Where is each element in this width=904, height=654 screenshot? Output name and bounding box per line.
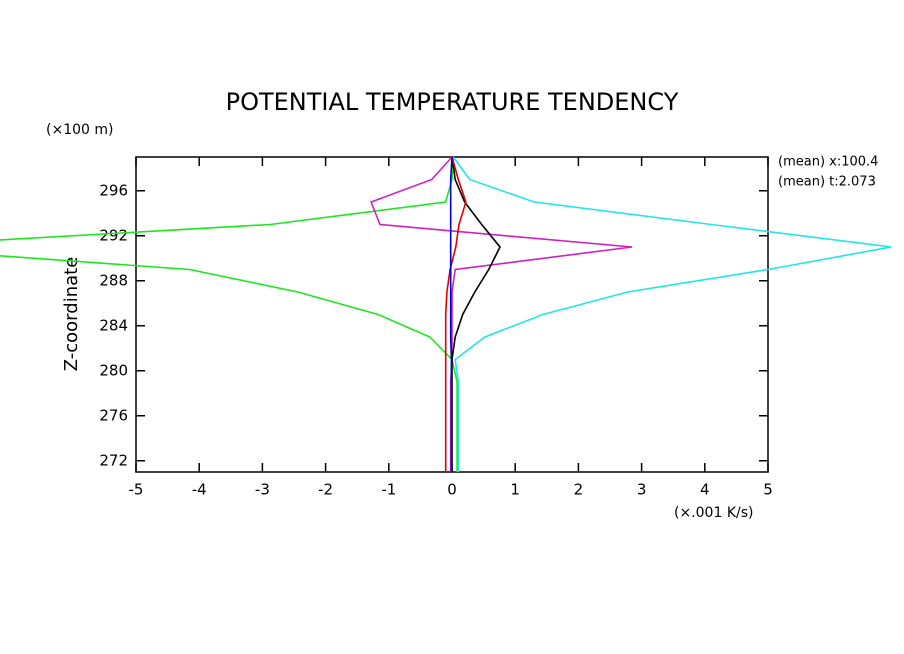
profile-line xyxy=(452,156,892,472)
profile-line xyxy=(0,156,458,472)
y-tick-label: 292 xyxy=(99,226,128,244)
profile-line xyxy=(444,156,467,472)
y-tick-label: 272 xyxy=(99,451,128,469)
x-tick-label: 4 xyxy=(700,481,710,499)
y-tick-label: 288 xyxy=(99,271,128,289)
x-tick-label: -5 xyxy=(129,481,144,499)
x-tick-label: 0 xyxy=(447,481,457,499)
x-tick-label: 2 xyxy=(574,481,584,499)
y-unit-label: (×100 m) xyxy=(46,122,113,138)
x-tick-label: 5 xyxy=(763,481,773,499)
x-tick-label: -3 xyxy=(255,481,270,499)
y-axis-label: Z-coordinate xyxy=(61,257,82,372)
x-tick-label: 1 xyxy=(510,481,520,499)
profile-line xyxy=(451,156,501,472)
chart-title: POTENTIAL TEMPERATURE TENDENCY xyxy=(226,88,679,116)
x-tick-label: 3 xyxy=(637,481,647,499)
profile-line xyxy=(449,156,453,472)
x-tick-label: -4 xyxy=(192,481,207,499)
profile-line xyxy=(370,156,633,472)
x-tick-label: -2 xyxy=(318,481,333,499)
y-tick-label: 280 xyxy=(99,361,128,379)
y-tick-label: 276 xyxy=(99,406,128,424)
annotation: (mean) t:2.073 xyxy=(778,175,876,190)
annotation: (mean) x:100.4 xyxy=(778,155,878,170)
x-tick-label: -1 xyxy=(381,481,396,499)
x-unit-label: (×.001 K/s) xyxy=(674,505,753,521)
y-tick-label: 296 xyxy=(99,181,128,199)
y-tick-label: 284 xyxy=(99,316,128,334)
